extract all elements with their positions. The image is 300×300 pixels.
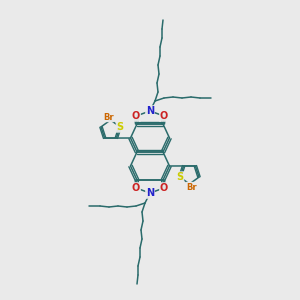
Text: N: N [146,188,154,198]
Text: O: O [132,183,140,193]
Text: Br: Br [186,182,197,191]
Text: O: O [160,183,168,193]
Text: O: O [132,111,140,121]
Text: S: S [116,122,124,132]
Text: Br: Br [103,112,114,122]
Text: N: N [146,106,154,116]
Text: S: S [176,172,184,182]
Text: O: O [160,111,168,121]
